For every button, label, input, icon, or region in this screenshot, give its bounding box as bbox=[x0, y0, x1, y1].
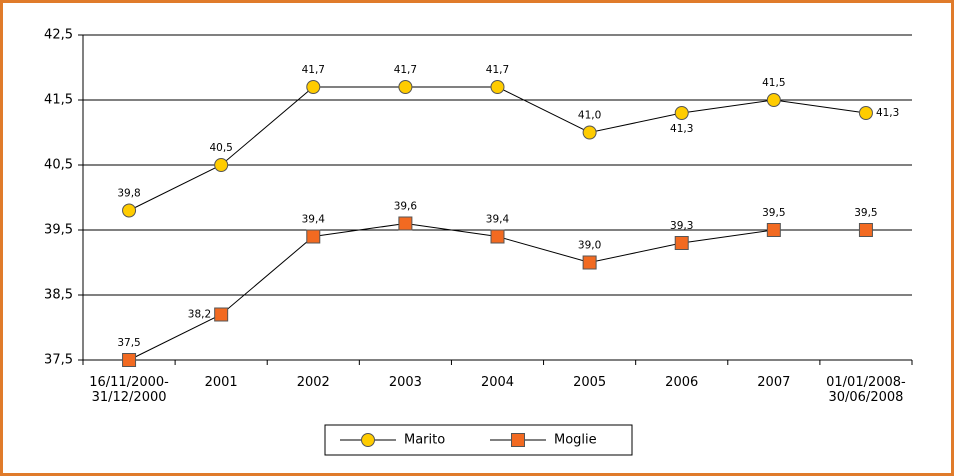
data-label: 41,0 bbox=[578, 110, 601, 122]
x-tick-label-line: 2004 bbox=[481, 375, 514, 390]
x-tick-label-line: 16/11/2000- bbox=[89, 375, 169, 390]
y-tick-label: 42,5 bbox=[44, 28, 73, 43]
data-label: 40,5 bbox=[209, 142, 232, 154]
y-tick-label: 41,5 bbox=[44, 93, 73, 108]
legend: Marito Moglie bbox=[324, 424, 633, 456]
data-label: 39,5 bbox=[854, 207, 877, 219]
marker bbox=[214, 158, 229, 172]
x-tick-label: 2002 bbox=[297, 375, 330, 390]
marker bbox=[122, 203, 137, 218]
x-tick-label: 2004 bbox=[481, 375, 514, 390]
x-tick-label-line: 2001 bbox=[205, 375, 238, 390]
x-tick-label-line: 31/12/2000 bbox=[92, 390, 167, 405]
y-tick-label: 39,5 bbox=[44, 223, 73, 238]
x-tick-label-line: 2002 bbox=[297, 375, 330, 390]
marker bbox=[766, 93, 781, 107]
y-tick-label: 38,5 bbox=[44, 288, 73, 303]
marker bbox=[398, 80, 413, 94]
data-label: 41,7 bbox=[486, 64, 509, 76]
marker bbox=[582, 255, 597, 270]
data-label: 39,4 bbox=[302, 214, 326, 226]
marker bbox=[398, 216, 413, 231]
x-tick-label-line: 2007 bbox=[757, 375, 790, 390]
marker bbox=[582, 125, 597, 140]
x-tick-label-line: 2006 bbox=[665, 375, 698, 390]
x-tick-label-line: 30/06/2008 bbox=[828, 390, 903, 405]
marker bbox=[122, 353, 137, 367]
data-label: 41,3 bbox=[670, 123, 693, 135]
data-label: 39,8 bbox=[117, 188, 140, 200]
x-tick-label: 2006 bbox=[665, 375, 698, 390]
marker bbox=[674, 106, 689, 120]
x-tick-label: 16/11/2000-31/12/2000 bbox=[89, 375, 169, 405]
marker bbox=[490, 229, 505, 244]
data-label: 39,5 bbox=[762, 207, 785, 219]
data-label: 39,0 bbox=[578, 240, 601, 252]
marker bbox=[361, 433, 375, 447]
marker bbox=[674, 236, 689, 250]
data-label: 41,7 bbox=[302, 64, 325, 76]
marker bbox=[511, 433, 525, 447]
legend-label: Marito bbox=[404, 433, 445, 448]
marker bbox=[858, 223, 873, 237]
legend-label: Moglie bbox=[554, 433, 597, 448]
y-tick-label: 37,5 bbox=[44, 353, 73, 368]
data-label: 39,3 bbox=[670, 220, 693, 232]
x-tick-label: 2001 bbox=[205, 375, 238, 390]
x-tick-label-line: 2005 bbox=[573, 375, 606, 390]
x-tick-label: 2003 bbox=[389, 375, 422, 390]
x-tick-label-line: 01/01/2008- bbox=[826, 375, 906, 390]
data-label: 41,3 bbox=[876, 107, 899, 119]
x-tick-label: 2005 bbox=[573, 375, 606, 390]
marker bbox=[306, 80, 321, 94]
x-tick-label: 2007 bbox=[757, 375, 790, 390]
marker bbox=[858, 106, 873, 120]
marker bbox=[214, 307, 229, 322]
marker bbox=[490, 80, 505, 94]
x-tick-label-line: 2003 bbox=[389, 375, 422, 390]
data-label: 37,5 bbox=[117, 337, 140, 349]
data-label: 41,5 bbox=[762, 77, 785, 89]
data-label: 38,2 bbox=[188, 309, 211, 321]
x-tick-label: 01/01/2008-30/06/2008 bbox=[826, 375, 906, 405]
marker bbox=[766, 223, 781, 237]
y-tick-label: 40,5 bbox=[44, 158, 73, 173]
marker bbox=[306, 229, 321, 244]
data-label: 41,7 bbox=[394, 64, 417, 76]
data-label: 39,4 bbox=[486, 214, 510, 226]
data-label: 39,6 bbox=[394, 201, 418, 213]
